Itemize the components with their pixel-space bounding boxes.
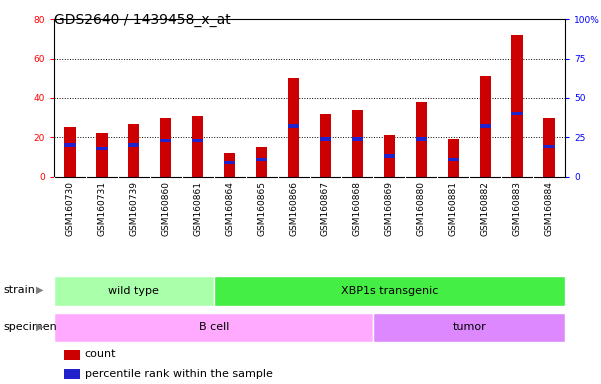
Bar bbox=[54, 276, 214, 306]
Bar bbox=[64, 143, 76, 147]
Bar bbox=[256, 147, 267, 177]
Bar bbox=[224, 161, 235, 164]
Bar bbox=[96, 147, 108, 150]
Bar bbox=[129, 124, 139, 177]
Text: specimen: specimen bbox=[3, 322, 56, 332]
Bar bbox=[373, 313, 565, 342]
Text: GSM160880: GSM160880 bbox=[416, 181, 426, 236]
Bar bbox=[352, 110, 363, 177]
Bar bbox=[511, 35, 523, 177]
Bar bbox=[448, 157, 459, 161]
Bar bbox=[96, 133, 108, 177]
Bar bbox=[288, 78, 299, 177]
Bar bbox=[480, 76, 490, 177]
Text: XBP1s transgenic: XBP1s transgenic bbox=[341, 286, 438, 296]
Bar bbox=[416, 137, 427, 141]
Bar bbox=[288, 124, 299, 128]
Bar bbox=[64, 350, 79, 360]
Text: tumor: tumor bbox=[453, 322, 486, 333]
Bar bbox=[352, 137, 363, 141]
Bar bbox=[384, 154, 395, 158]
Text: B cell: B cell bbox=[198, 322, 229, 333]
Bar bbox=[384, 135, 395, 177]
Bar bbox=[224, 153, 235, 177]
Text: strain: strain bbox=[3, 285, 35, 295]
Bar bbox=[256, 157, 267, 161]
Bar bbox=[160, 139, 171, 142]
Text: wild type: wild type bbox=[108, 286, 159, 296]
Text: GSM160867: GSM160867 bbox=[321, 181, 330, 236]
Bar bbox=[416, 102, 427, 177]
Bar bbox=[160, 118, 171, 177]
Text: GSM160883: GSM160883 bbox=[513, 181, 522, 236]
Text: ▶: ▶ bbox=[36, 285, 43, 295]
Text: GDS2640 / 1439458_x_at: GDS2640 / 1439458_x_at bbox=[54, 13, 231, 27]
Text: ▶: ▶ bbox=[36, 322, 43, 332]
Text: GSM160881: GSM160881 bbox=[449, 181, 458, 236]
Bar bbox=[192, 139, 203, 142]
Bar bbox=[54, 313, 373, 342]
Bar bbox=[511, 112, 523, 116]
Text: GSM160865: GSM160865 bbox=[257, 181, 266, 236]
Bar bbox=[320, 114, 331, 177]
Text: percentile rank within the sample: percentile rank within the sample bbox=[85, 369, 273, 379]
Bar bbox=[543, 145, 555, 149]
Bar bbox=[64, 127, 76, 177]
Bar bbox=[64, 369, 79, 379]
Bar bbox=[448, 139, 459, 177]
Bar bbox=[480, 124, 490, 128]
Text: GSM160868: GSM160868 bbox=[353, 181, 362, 236]
Text: GSM160861: GSM160861 bbox=[194, 181, 203, 236]
Text: GSM160882: GSM160882 bbox=[481, 181, 490, 236]
Text: GSM160864: GSM160864 bbox=[225, 181, 234, 236]
Text: GSM160866: GSM160866 bbox=[289, 181, 298, 236]
Bar bbox=[129, 143, 139, 147]
Bar bbox=[214, 276, 565, 306]
Bar bbox=[543, 118, 555, 177]
Text: count: count bbox=[85, 349, 116, 359]
Text: GSM160739: GSM160739 bbox=[129, 181, 138, 236]
Text: GSM160884: GSM160884 bbox=[545, 181, 554, 236]
Bar bbox=[320, 137, 331, 141]
Text: GSM160860: GSM160860 bbox=[161, 181, 170, 236]
Text: GSM160730: GSM160730 bbox=[66, 181, 75, 236]
Bar bbox=[192, 116, 203, 177]
Text: GSM160869: GSM160869 bbox=[385, 181, 394, 236]
Text: GSM160731: GSM160731 bbox=[97, 181, 106, 236]
